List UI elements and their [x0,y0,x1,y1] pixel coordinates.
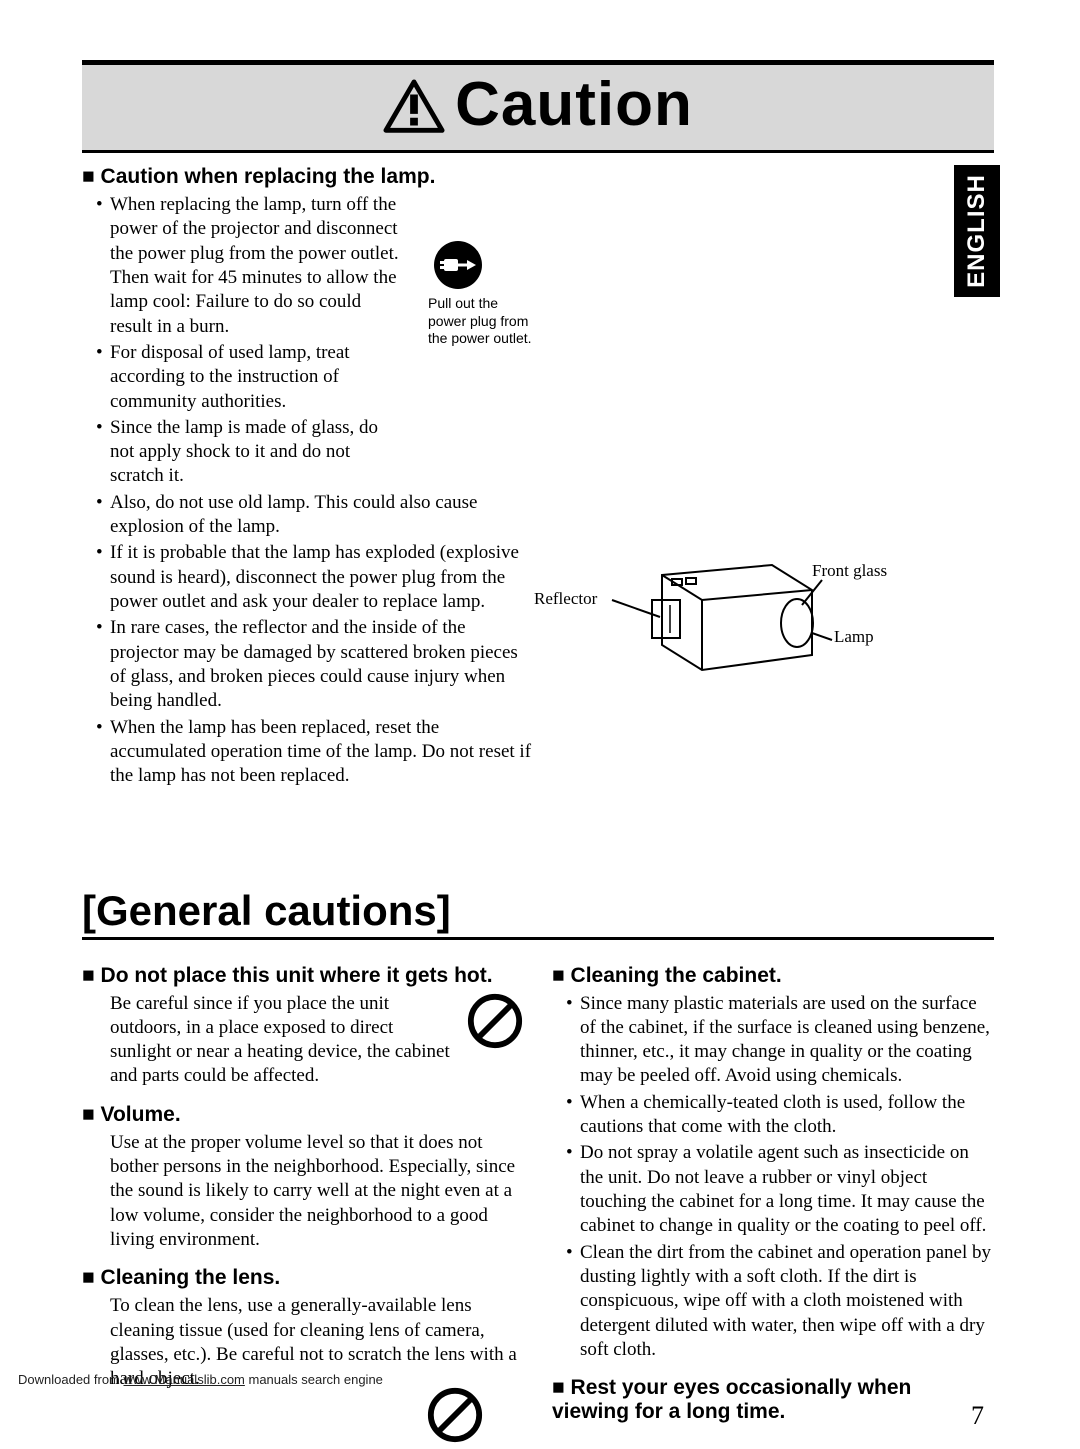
diagram-label-front-glass: Front glass [812,561,887,581]
footer-prefix: Downloaded from [18,1372,124,1387]
language-label: ENGLISH [963,174,991,288]
colA-s3-heading: Cleaning the lens. [101,1266,281,1289]
caution-banner: Caution [82,65,994,150]
list-item: If it is probable that the lamp has expl… [110,541,534,614]
language-tab: ENGLISH [954,165,1000,297]
list-item: When a chemically-teated cloth is used, … [580,1091,994,1140]
colB-s1-heading: Cleaning the cabinet. [571,964,782,987]
footer: Downloaded from www.Manualslib.com manua… [18,1372,383,1387]
section-heading: ■ Cleaning the lens. [82,1266,524,1290]
list-item: Since the lamp is made of glass, do not … [110,416,534,489]
list-item: When the lamp has been replaced, reset t… [110,716,534,789]
list-item: Do not spray a volatile agent such as in… [580,1141,994,1238]
diagram-label-lamp: Lamp [834,627,874,647]
warning-triangle-icon [383,78,445,132]
list-item: For disposal of used lamp, treat accordi… [110,341,534,414]
section1-heading-text: Caution when replacing the lamp. [101,165,436,188]
list-item: Clean the dirt from the cabinet and oper… [580,1241,994,1363]
diagram-label-reflector: Reflector [534,589,597,609]
general-cautions-heading: [General cautions] [82,887,451,939]
unplug-icon [434,241,482,289]
colA-s1-heading: Do not place this unit where it gets hot… [101,964,493,987]
section-heading: ■ Cleaning the cabinet. [552,964,994,988]
colA-s2-heading: Volume. [101,1103,181,1126]
section-heading: ■ Do not place this unit where it gets h… [82,964,524,988]
prohibition-icon [466,992,524,1055]
section-heading: ■ Caution when replacing the lamp. [82,165,534,189]
banner-bottom-rule [82,150,994,153]
projector-diagram: Reflector Front glass Lamp [512,545,902,695]
list-item: Since many plastic materials are used on… [580,992,994,1089]
colB-s2-heading: Rest your eyes occasionally when viewing… [552,1376,911,1423]
list-item: Also, do not use old lamp. This could al… [110,491,534,540]
prohibition-icon [426,1386,484,1449]
section-heading: ■ Rest your eyes occasionally when viewi… [552,1376,994,1424]
section-text: Be careful since if you place the unit o… [82,992,456,1089]
plug-caption: Pull out the power plug from the power o… [428,295,538,348]
section-text: Use at the proper volume level so that i… [82,1131,524,1253]
section-heading: ■ Volume. [82,1103,524,1127]
page-number: 7 [971,1401,984,1431]
footer-link[interactable]: www.Manualslib.com [124,1372,245,1387]
banner-title: Caution [455,69,693,140]
list-item: In rare cases, the reflector and the ins… [110,616,534,713]
footer-suffix: manuals search engine [245,1372,383,1387]
colB-bullets: Since many plastic materials are used on… [552,992,994,1363]
plug-icon-block: Pull out the power plug from the power o… [428,241,538,348]
